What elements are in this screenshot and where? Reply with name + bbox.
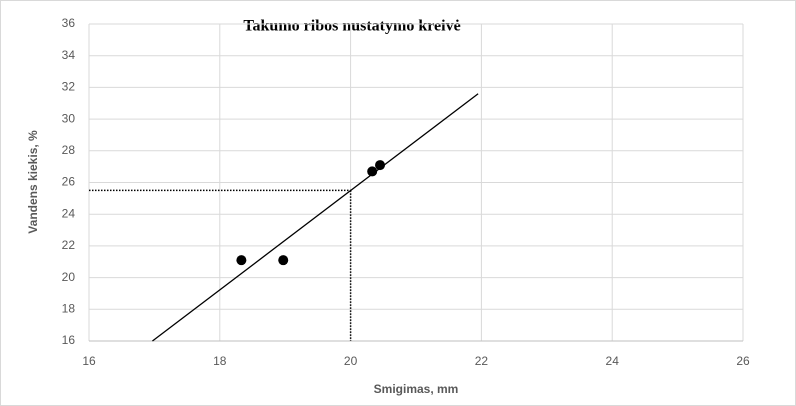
- y-tick-label: 32: [62, 80, 76, 94]
- y-tick-label: 34: [62, 48, 76, 62]
- data-point: [278, 255, 289, 266]
- y-tick-label: 36: [62, 16, 76, 30]
- data-point: [367, 166, 378, 177]
- x-axis-label: Smigimas, mm: [374, 382, 459, 396]
- y-tick-label: 26: [62, 175, 76, 189]
- x-tick-label: 20: [344, 354, 358, 368]
- trend-line: [152, 93, 479, 342]
- y-axis-label: Vandens kiekis, %: [26, 130, 40, 234]
- y-tick-label: 20: [62, 270, 76, 284]
- y-tick-label: 28: [62, 143, 76, 157]
- x-tick-label: 18: [213, 354, 227, 368]
- x-tick-label: 22: [475, 354, 489, 368]
- x-tick-label: 24: [606, 354, 620, 368]
- x-tick-label: 26: [736, 354, 750, 368]
- y-tick-label: 16: [62, 333, 76, 347]
- y-tick-label: 22: [62, 238, 76, 252]
- data-point: [375, 160, 386, 171]
- chart-title: Takumo ribos nustatymo kreivė: [243, 18, 460, 35]
- y-tick-label: 24: [62, 206, 76, 220]
- y-tick-label: 18: [62, 301, 76, 315]
- data-point: [236, 255, 247, 266]
- x-tick-label: 16: [82, 354, 96, 368]
- y-tick-label: 30: [62, 111, 76, 125]
